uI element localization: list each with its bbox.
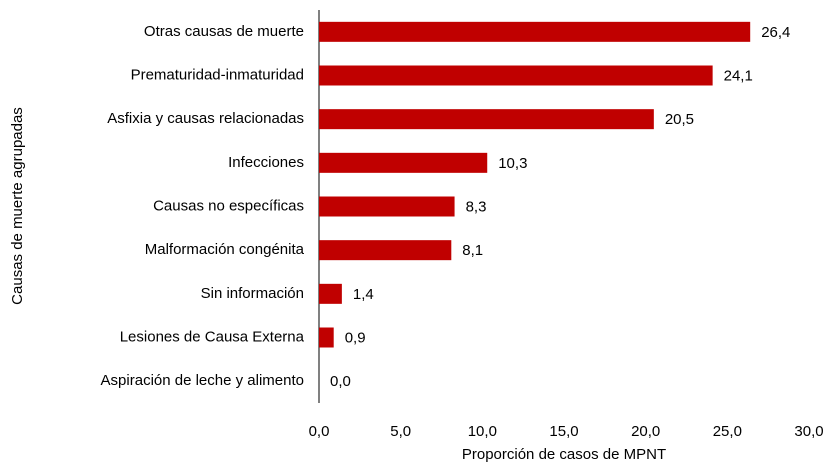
- data-label: 1,4: [353, 286, 374, 303]
- data-label: 0,9: [345, 329, 366, 346]
- data-label: 26,4: [761, 24, 790, 41]
- bar: [319, 196, 455, 217]
- bar: [319, 283, 342, 304]
- bar: [319, 152, 488, 173]
- x-tick-label: 30,0: [794, 423, 823, 440]
- bar: [319, 21, 751, 42]
- data-label: 0,0: [330, 373, 351, 390]
- x-tick-label: 20,0: [631, 423, 660, 440]
- data-label: 10,3: [498, 155, 527, 172]
- x-tick-label: 25,0: [713, 423, 742, 440]
- x-tick-label: 0,0: [309, 423, 330, 440]
- data-label: 8,3: [466, 198, 487, 215]
- y-tick-label: Sin información: [201, 285, 304, 302]
- y-tick-label: Causas no específicas: [153, 197, 304, 214]
- y-tick-label: Otras causas de muerte: [144, 23, 304, 40]
- x-tick-label: 15,0: [549, 423, 578, 440]
- bar: [319, 327, 334, 348]
- y-tick-label: Infecciones: [228, 154, 304, 171]
- bar: [319, 240, 452, 261]
- y-tick-label: Prematuridad-inmaturidad: [131, 66, 304, 83]
- y-tick-label: Aspiración de leche y alimento: [101, 372, 304, 389]
- x-axis-label: Proporción de casos de MPNT: [462, 446, 666, 463]
- x-tick-label: 10,0: [468, 423, 497, 440]
- data-label: 24,1: [724, 67, 753, 84]
- y-tick-label: Asfixia y causas relacionadas: [107, 110, 304, 127]
- y-tick-label: Malformación congénita: [145, 241, 305, 258]
- bar: [319, 109, 654, 130]
- bar: [319, 65, 713, 86]
- data-label: 8,1: [462, 242, 483, 259]
- y-axis-label: Causas de muerte agrupadas: [9, 107, 26, 305]
- y-tick-label: Lesiones de Causa Externa: [120, 328, 305, 345]
- x-tick-label: 5,0: [390, 423, 411, 440]
- data-label: 20,5: [665, 111, 694, 128]
